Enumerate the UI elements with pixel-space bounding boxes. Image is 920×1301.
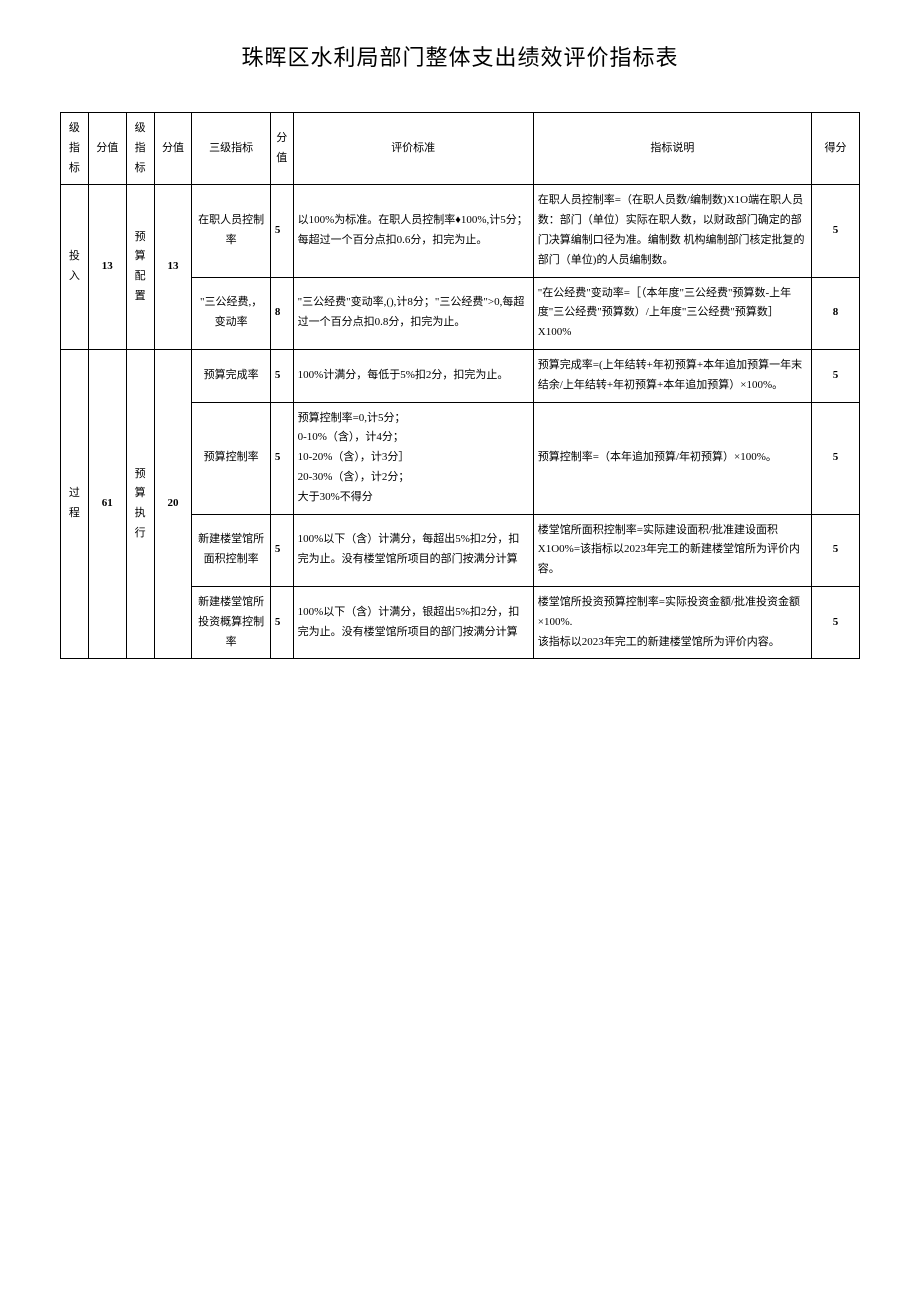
l3-value: 5 (270, 586, 293, 658)
description-cell: 预算控制率=（本年追加预算/年初预算）×100%。 (533, 402, 811, 514)
l2-label: 预算配置 (126, 185, 154, 350)
l3-label: 新建楼堂馆所面积控制率 (192, 514, 270, 586)
l3-label: 预算控制率 (192, 402, 270, 514)
description-cell: 预算完成率=(上年结转+年初预算+本年追加预算一年末结余/上年结转+年初预算+本… (533, 349, 811, 402)
description-cell: 在职人员控制率=（在职人员数/编制数)X1O端在职人员数：部门（单位）实际在职人… (533, 185, 811, 277)
standard-cell: 100%以下（含）计满分，银超出5%扣2分，扣完为止。没有楼堂馆所项目的部门按满… (293, 586, 533, 658)
l2-label: 预算执行 (126, 349, 154, 658)
standard-cell: "三公经费"变动率,(),计8分；"三公经费">0,每超过一个百分点扣0.8分，… (293, 277, 533, 349)
l1-value: 61 (88, 349, 126, 658)
header-l2-value: 分值 (154, 113, 192, 185)
indicator-table: 级指标 分值 级指标 分值 三级指标 分值 评价标准 指标说明 得分 投入 13… (60, 112, 860, 659)
l3-value: 5 (270, 402, 293, 514)
l1-value: 13 (88, 185, 126, 350)
score-cell: 5 (811, 514, 859, 586)
l3-value: 5 (270, 514, 293, 586)
header-l3: 三级指标 (192, 113, 270, 185)
l1-label: 投入 (61, 185, 89, 350)
standard-cell: 100%计满分，每低于5%扣2分，扣完为止。 (293, 349, 533, 402)
standard-cell: 以100%为标准。在职人员控制率♦100%,计5分；每超过一个百分点扣0.6分，… (293, 185, 533, 277)
table-header-row: 级指标 分值 级指标 分值 三级指标 分值 评价标准 指标说明 得分 (61, 113, 860, 185)
l2-value: 13 (154, 185, 192, 350)
description-cell: "在公经费"变动率=［（本年度"三公经费"预算数-上年度"三公经费"预算数）/上… (533, 277, 811, 349)
l3-label: 新建楼堂馆所投资概算控制率 (192, 586, 270, 658)
header-l1: 级指标 (61, 113, 89, 185)
table-row: 过程 61 预算执行 20 预算完成率 5 100%计满分，每低于5%扣2分，扣… (61, 349, 860, 402)
header-standard: 评价标准 (293, 113, 533, 185)
score-cell: 5 (811, 586, 859, 658)
document-title: 珠晖区水利局部门整体支出绩效评价指标表 (60, 40, 860, 72)
header-l3-value: 分值 (270, 113, 293, 185)
table-row: 投入 13 预算配置 13 在职人员控制率 5 以100%为标准。在职人员控制率… (61, 185, 860, 277)
description-cell: 楼堂馆所投资预算控制率=实际投资金额/批准投资金额×100%. 该指标以2023… (533, 586, 811, 658)
l3-value: 8 (270, 277, 293, 349)
l3-value: 5 (270, 349, 293, 402)
header-l2: 级指标 (126, 113, 154, 185)
header-score: 得分 (811, 113, 859, 185)
score-cell: 8 (811, 277, 859, 349)
score-cell: 5 (811, 402, 859, 514)
standard-cell: 100%以下（含）计满分，每超出5%扣2分，扣完为止。没有楼堂馆所项目的部门按满… (293, 514, 533, 586)
header-description: 指标说明 (533, 113, 811, 185)
score-cell: 5 (811, 349, 859, 402)
l1-label: 过程 (61, 349, 89, 658)
header-l1-value: 分值 (88, 113, 126, 185)
l3-label: 在职人员控制率 (192, 185, 270, 277)
score-cell: 5 (811, 185, 859, 277)
l3-label: "三公经费,，变动率 (192, 277, 270, 349)
l3-label: 预算完成率 (192, 349, 270, 402)
description-cell: 楼堂馆所面积控制率=实际建设面积/批准建设面积 X1O0%=该指标以2023年完… (533, 514, 811, 586)
l3-value: 5 (270, 185, 293, 277)
l2-value: 20 (154, 349, 192, 658)
standard-cell: 预算控制率=0,计5分； 0-10%（含），计4分； 10-20%（含），计3分… (293, 402, 533, 514)
